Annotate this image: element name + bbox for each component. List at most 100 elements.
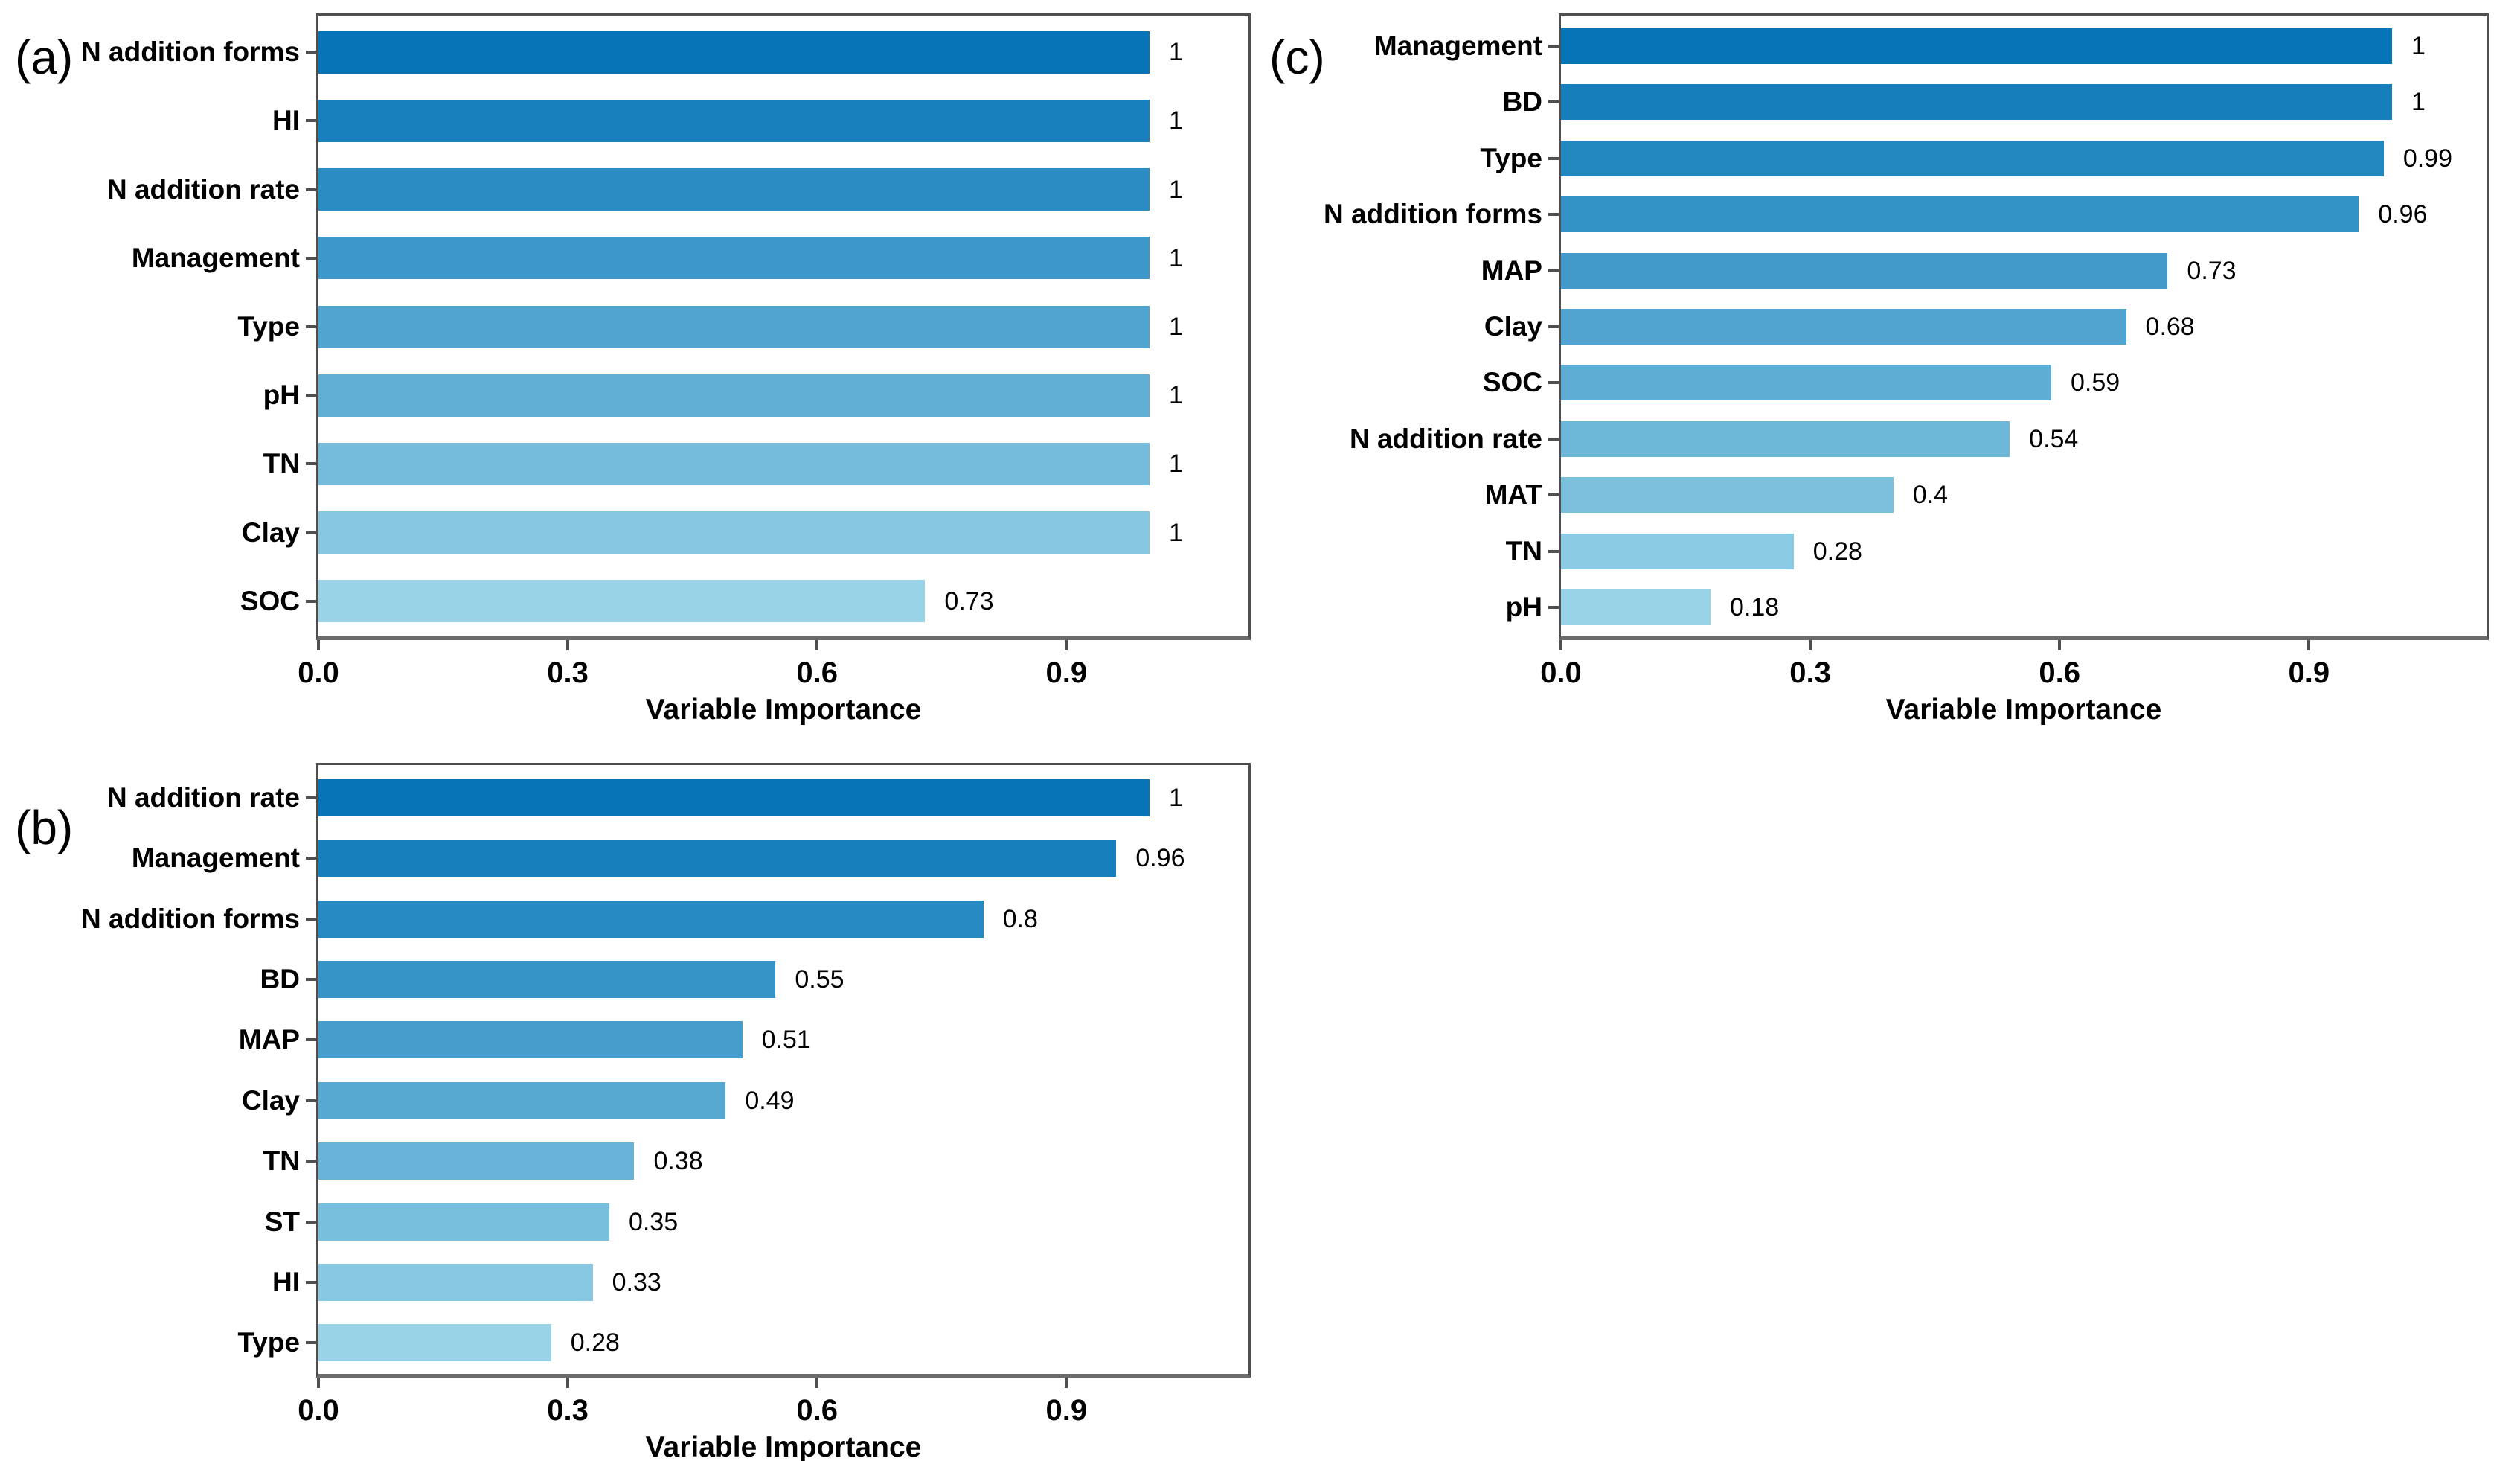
x-tick-label: 0.0 [298, 1394, 339, 1427]
bar [318, 779, 1150, 816]
bar [1561, 365, 2051, 401]
bar-category-label: SOC [240, 585, 300, 616]
y-axis-tick [1548, 213, 1559, 217]
bar-value-label: 1 [1169, 106, 1183, 135]
x-axis-tick [1809, 640, 1812, 650]
x-tick-label: 0.3 [547, 656, 589, 689]
y-axis-tick [306, 119, 316, 123]
bar [1561, 589, 1711, 626]
panel-letter: (c) [1269, 31, 1325, 84]
bar-value-label: 0.38 [653, 1147, 703, 1176]
y-axis-tick [306, 1038, 316, 1042]
bar-value-label: 1 [1169, 243, 1183, 272]
bar-category-label: MAP [1481, 255, 1542, 286]
bar [1561, 84, 2392, 121]
bar-category-label: Type [237, 1327, 300, 1358]
bar-value-label: 0.33 [612, 1267, 661, 1297]
bar-category-label: SOC [1482, 367, 1542, 398]
bar-category-label: Management [131, 843, 300, 874]
x-axis-tick [2058, 640, 2062, 650]
bar [318, 1324, 551, 1362]
bar-category-label: Management [1373, 30, 1542, 61]
bar-category-label: Clay [241, 1084, 300, 1116]
bar-value-label: 0.73 [2187, 256, 2237, 285]
bar [1561, 196, 2359, 233]
y-axis-tick [306, 1099, 316, 1102]
y-axis-tick [1548, 606, 1559, 610]
y-axis-tick [306, 51, 316, 54]
y-axis-tick [306, 857, 316, 860]
x-axis-tick [1065, 640, 1068, 650]
bar-category-label: Type [1480, 142, 1542, 173]
x-tick-label: 0.9 [2288, 656, 2330, 689]
bar [318, 900, 984, 938]
bar [318, 99, 1150, 142]
bar-value-label: 0.68 [2145, 313, 2195, 341]
bar-category-label: N addition forms [81, 903, 300, 934]
bar-value-label: 0.4 [1912, 481, 1949, 510]
bar [1561, 28, 2392, 64]
y-axis-tick [306, 917, 316, 921]
bar-category-label: BD [1502, 86, 1542, 118]
bar [318, 840, 1116, 877]
bar-category-label: pH [1505, 592, 1542, 623]
bar [1561, 477, 1894, 514]
bar-category-label: ST [264, 1206, 300, 1237]
bar-category-label: N addition rate [1349, 423, 1542, 454]
x-tick-label: 0.9 [1045, 1394, 1088, 1427]
x-axis-tick [566, 1378, 570, 1388]
y-axis-tick [306, 599, 316, 603]
x-tick-label: 0.0 [1540, 656, 1582, 689]
y-axis-tick [306, 1280, 316, 1284]
bar [318, 442, 1150, 485]
bar [318, 374, 1150, 417]
y-axis-tick [1548, 100, 1559, 104]
x-axis-title: Variable Importance [645, 694, 922, 726]
x-tick-label: 0.3 [1789, 656, 1831, 689]
bar [318, 305, 1150, 348]
x-axis-tick [1065, 1378, 1068, 1388]
bar [1561, 421, 2010, 457]
y-axis-tick [306, 796, 316, 799]
bar-value-label: 1 [1169, 175, 1183, 204]
bar-value-label: 1 [1169, 38, 1183, 67]
bar-category-label: HI [272, 105, 300, 136]
x-axis-tick [815, 640, 819, 650]
bar-category-label: MAT [1484, 479, 1542, 511]
bar-value-label: 0.28 [1812, 537, 1862, 566]
bar-category-label: Clay [241, 517, 300, 548]
y-axis-tick [1548, 325, 1559, 328]
bar-category-label: BD [260, 963, 300, 994]
y-axis-tick [1548, 156, 1559, 160]
bar-value-label: 0.28 [570, 1329, 620, 1358]
bar-value-label: 1 [2411, 88, 2426, 117]
bar-value-label: 0.51 [761, 1026, 811, 1055]
y-axis-tick [306, 1220, 316, 1224]
bar-value-label: 0.18 [1730, 593, 1780, 622]
x-axis-tick [317, 1378, 320, 1388]
bar-value-label: 0.96 [2378, 200, 2428, 229]
bar-category-label: N addition forms [81, 36, 300, 68]
x-tick-label: 0.6 [2039, 656, 2080, 689]
bar [318, 511, 1150, 554]
y-axis-tick [1548, 269, 1559, 272]
bar-value-label: 1 [1169, 313, 1183, 341]
bar-category-label: N addition forms [1324, 199, 1542, 230]
bar [318, 237, 1150, 280]
y-axis-tick [306, 1160, 316, 1163]
bar-value-label: 0.59 [2071, 368, 2120, 397]
bar-category-label: TN [263, 448, 300, 479]
y-axis-tick [306, 256, 316, 260]
bar-value-label: 0.35 [628, 1207, 679, 1236]
bar-value-label: 0.55 [795, 965, 844, 994]
bar [1561, 252, 2167, 289]
y-axis-tick [306, 325, 316, 328]
bar-category-label: HI [272, 1266, 300, 1297]
y-axis-tick [1548, 381, 1559, 385]
bar-value-label: 0.96 [1135, 844, 1185, 873]
panel-letter: (a) [15, 31, 74, 84]
x-tick-label: 0.0 [298, 656, 339, 689]
bar [318, 168, 1150, 211]
bar [318, 1142, 634, 1180]
